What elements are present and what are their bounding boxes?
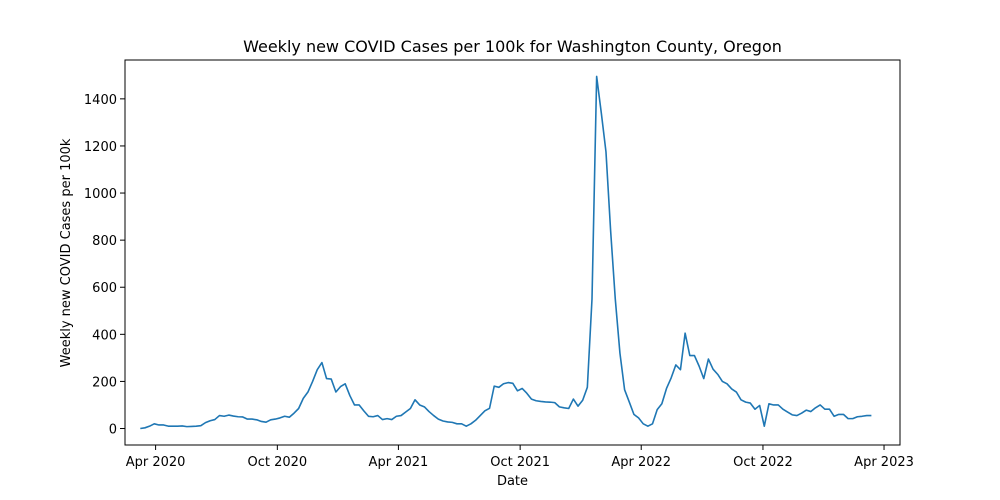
plot-frame <box>124 59 901 446</box>
x-tick-label: Apr 2022 <box>611 455 671 470</box>
chart-title: Weekly new COVID Cases per 100k for Wash… <box>243 37 782 56</box>
y-tick-label: 800 <box>92 234 117 249</box>
x-tick-label: Oct 2020 <box>247 455 307 470</box>
x-tick-label: Apr 2023 <box>854 455 914 470</box>
y-tick-label: 200 <box>92 375 117 390</box>
x-tick-label: Apr 2021 <box>369 455 429 470</box>
series-line <box>140 75 872 430</box>
plot-area <box>140 75 872 430</box>
x-axis-label: Date <box>497 474 528 489</box>
y-tick-label: 600 <box>92 281 117 296</box>
x-tick-label: Apr 2020 <box>126 455 186 470</box>
y-tick-label: 1200 <box>84 140 117 155</box>
y-axis: 0 200 400 600 800 1000 1200 1400 <box>84 93 125 438</box>
y-tick-label: 0 <box>109 423 117 438</box>
y-axis-label: Weekly new COVID Cases per 100k <box>59 138 74 367</box>
x-tick-label: Oct 2021 <box>490 455 550 470</box>
x-axis: Apr 2020 Oct 2020 Apr 2021 Oct 2021 Apr 2022… <box>126 445 914 470</box>
y-tick-label: 1400 <box>84 93 117 108</box>
y-tick-label: 400 <box>92 328 117 343</box>
y-tick-label: 1000 <box>84 187 117 202</box>
x-tick-label: Oct 2022 <box>733 455 793 470</box>
